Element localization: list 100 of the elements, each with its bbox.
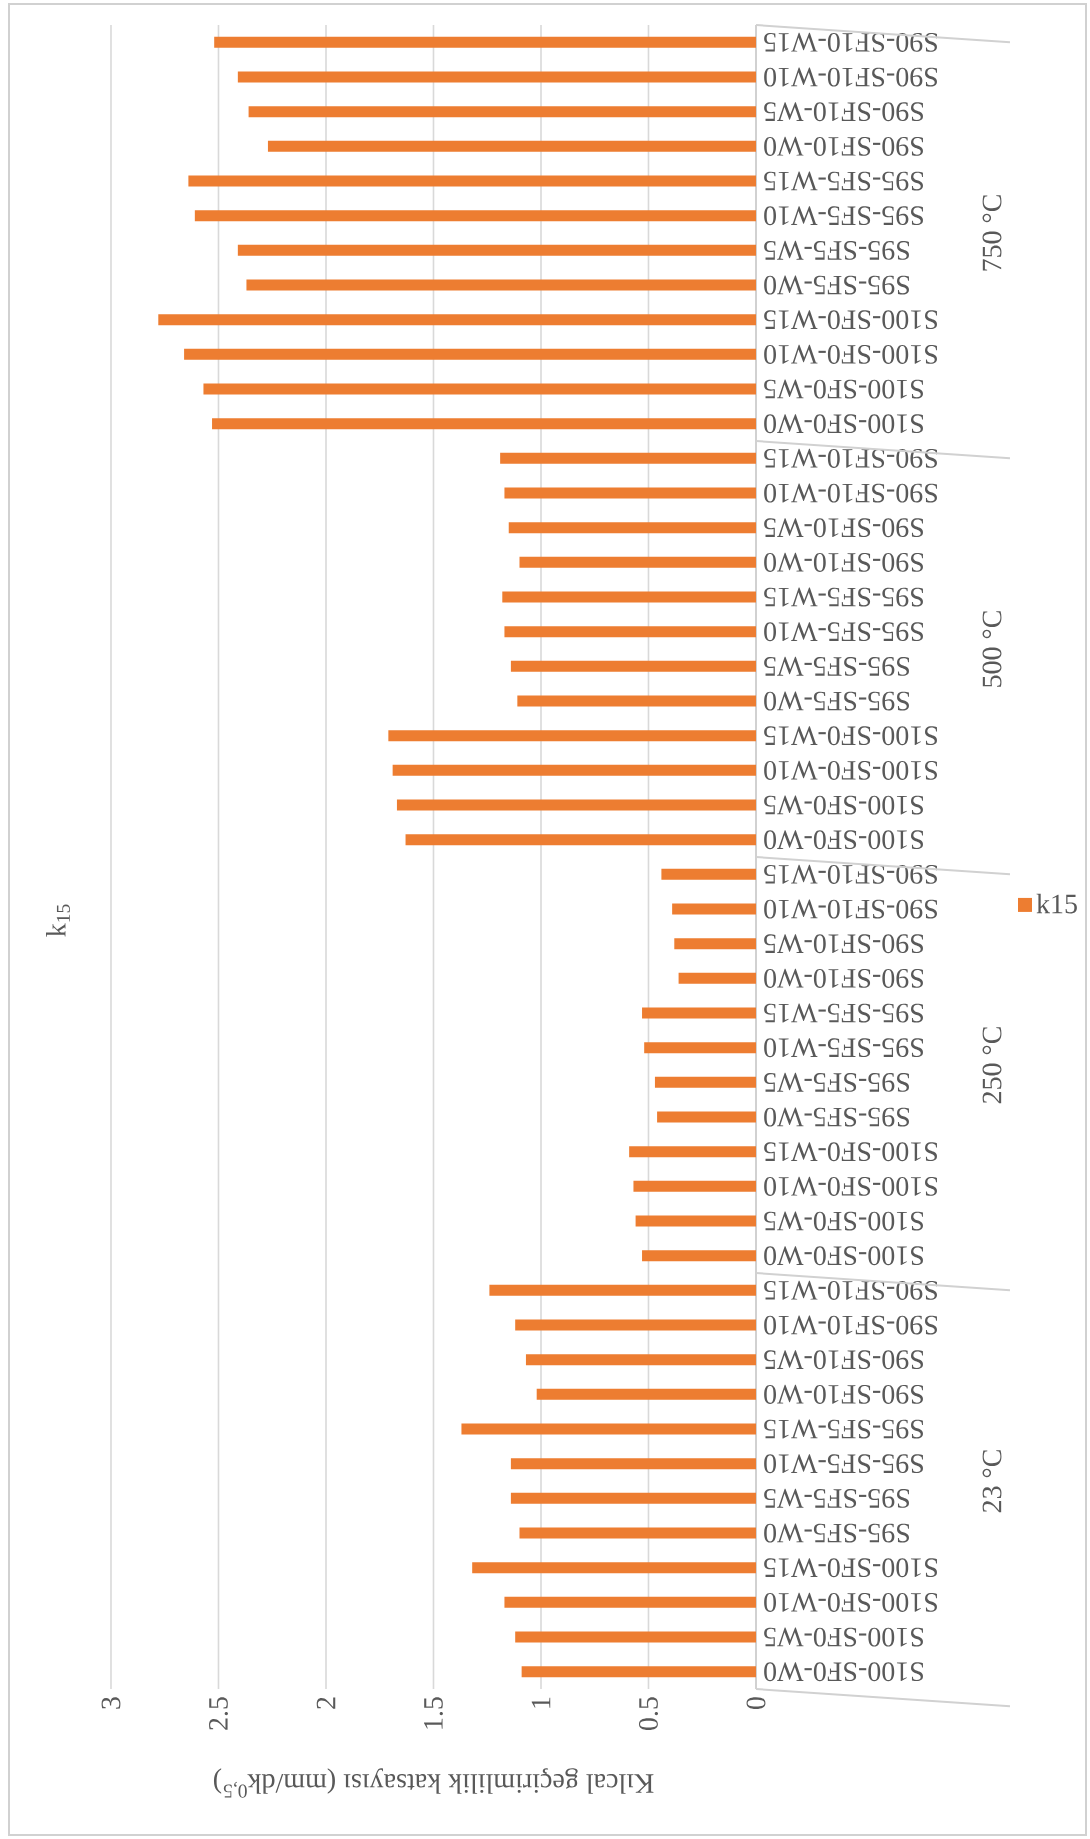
y-tick-label: S90-SF10-W10 (764, 67, 937, 87)
x-tick-label: 2 (316, 1697, 336, 1709)
x-tick-label: 1 (531, 1697, 551, 1708)
bar (519, 556, 756, 568)
bar (489, 1284, 756, 1296)
y-tick-label: S95-SF5-W15 (764, 171, 923, 191)
bar (657, 1111, 756, 1123)
y-tick-label: S95-SF5-W0 (764, 1107, 909, 1127)
y-tick-label: S95-SF5-W0 (764, 1523, 909, 1543)
y-tick-label: S95-SF5-W0 (764, 691, 909, 711)
y-tick-label: S95-SF5-W0 (764, 275, 909, 295)
bar (672, 903, 756, 915)
x-tick-label: 2.5 (209, 1697, 228, 1730)
text: k$_{15}$ (46, 904, 70, 937)
bar (504, 626, 756, 638)
y-tick-label: S100-SF0-W15 (764, 310, 937, 330)
y-tick-label: S95-SF5-W5 (764, 240, 909, 260)
bar (642, 1250, 756, 1262)
bar (405, 834, 756, 846)
y-tick-label: S100-SF0-W10 (764, 1592, 937, 1612)
legend-label: k15 (1036, 893, 1077, 914)
bar (461, 1423, 756, 1435)
bar (194, 210, 756, 222)
bar (504, 487, 756, 499)
bar (508, 522, 756, 534)
y-tick-label: S100-SF0-W10 (764, 1176, 937, 1196)
bar (396, 799, 756, 811)
bar (510, 1458, 756, 1470)
bar (502, 591, 756, 603)
y-tick-label: S95-SF5-W5 (764, 656, 909, 676)
y-tick-label: S90-SF10-W5 (764, 934, 923, 954)
bar (644, 1042, 756, 1054)
bar (158, 314, 756, 326)
y-tick-label: S100-SF0-W0 (764, 414, 923, 434)
y-tick-label: S90-SF10-W10 (764, 899, 937, 919)
y-tick-label: S90-SF10-W15 (764, 1280, 937, 1300)
bar (246, 279, 756, 291)
y-tick-label: S90-SF10-W0 (764, 552, 923, 572)
y-tick-label: S100-SF0-W5 (764, 1211, 923, 1231)
bar (510, 1492, 756, 1504)
bar (678, 972, 756, 984)
bar (629, 1146, 756, 1158)
x-tick-label: 3 (101, 1697, 121, 1709)
text: 250 °C (982, 1027, 1002, 1104)
bar (500, 452, 756, 464)
y-tick-label: S90-SF10-W10 (764, 483, 937, 503)
y-tick-label: S95-SF5-W10 (764, 206, 923, 226)
bar (248, 106, 756, 118)
text: 500 °C (982, 611, 1002, 687)
y-tick-label: S100-SF0-W15 (764, 1558, 937, 1578)
bar (635, 1215, 756, 1227)
bar (214, 36, 756, 48)
bar (517, 695, 756, 707)
y-tick-label: S90-SF10-W10 (764, 1315, 937, 1335)
y-tick-label: S100-SF0-W0 (764, 1662, 923, 1682)
bar (472, 1562, 756, 1574)
bar (237, 244, 756, 256)
y-tick-label: S100-SF0-W5 (764, 1627, 923, 1647)
y-tick-label: S95-SF5-W10 (764, 1038, 923, 1058)
y-tick-label: S100-SF0-W10 (764, 344, 937, 364)
bar (521, 1666, 756, 1678)
bar (654, 1076, 756, 1088)
y-tick-label: S95-SF5-W5 (764, 1488, 909, 1508)
y-tick-label: S95-SF5-W5 (764, 1072, 909, 1092)
bar (519, 1527, 756, 1539)
y-tick-label: S90-SF10-W0 (764, 1384, 923, 1404)
bar (184, 348, 756, 360)
y-tick-label: S95-SF5-W15 (764, 587, 923, 607)
y-tick-label: S100-SF0-W5 (764, 379, 923, 399)
bar (661, 868, 756, 880)
y-tick-label: S90-SF10-W5 (764, 1350, 923, 1370)
bar (203, 383, 756, 395)
x-tick-label: 0.5 (638, 1697, 659, 1731)
x-tick-label: 0 (746, 1697, 766, 1710)
bar (674, 938, 756, 950)
y-tick-label: S90-SF10-W5 (764, 518, 923, 538)
bar (504, 1596, 756, 1608)
y-tick-label: S95-SF5-W10 (764, 1454, 923, 1474)
bar (188, 175, 756, 187)
y-tick-label: S100-SF0-W5 (764, 795, 923, 815)
y-tick-label: S100-SF0-W0 (764, 1246, 923, 1266)
bar (388, 730, 756, 742)
bar (536, 1388, 756, 1400)
bar (510, 660, 756, 672)
y-tick-label: S95-SF5-W15 (764, 1419, 923, 1439)
bar (392, 764, 756, 776)
y-tick-label: S100-SF0-W10 (764, 760, 937, 780)
y-tick-label: S100-SF0-W15 (764, 1142, 937, 1162)
bar (237, 71, 756, 83)
bar (515, 1631, 756, 1643)
y-tick-label: S90-SF10-W15 (764, 32, 937, 52)
bar (642, 1007, 756, 1019)
y-tick-label: S90-SF10-W0 (764, 968, 923, 988)
y-tick-label: S90-SF10-W15 (764, 864, 937, 884)
y-tick-label: S100-SF0-W0 (764, 830, 923, 850)
y-tick-label: S100-SF0-W15 (764, 726, 937, 746)
y-tick-label: S90-SF10-W15 (764, 448, 937, 468)
text: 23 °C (982, 1450, 1002, 1513)
bar (515, 1319, 756, 1331)
text: 750 °C (982, 195, 1002, 271)
